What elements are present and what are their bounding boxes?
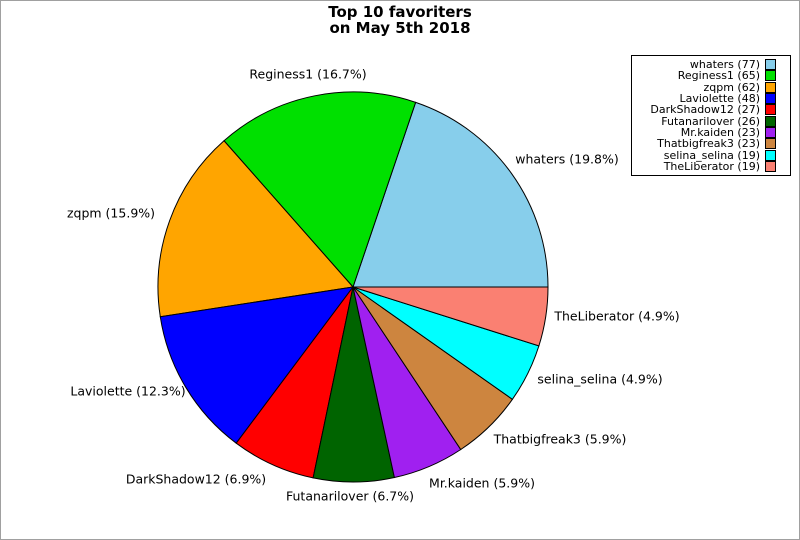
- legend-label-whaters: whaters (77): [689, 58, 760, 72]
- chart-title: Top 10 favoriters on May 5th 2018: [1, 4, 799, 36]
- legend-swatch-Mr.kaiden: [765, 126, 776, 138]
- pie-slice-Laviolette: [159, 286, 355, 444]
- legend-swatch-Reginess1: [765, 70, 776, 82]
- slice-label-DarkShadow12: DarkShadow12 (6.9%): [125, 471, 267, 487]
- slice-label-Thatbigfreak3: Thatbigfreak3 (5.9%): [493, 431, 627, 447]
- legend-row-Mr.kaiden: Mr.kaiden (23): [632, 125, 790, 139]
- legend-row-Laviolette: Laviolette (48): [632, 92, 790, 106]
- legend-label-Futanarilover: Futanarilover (26): [661, 114, 760, 128]
- pie-slice-whaters: [352, 101, 549, 288]
- chart-title-line1: Top 10 favoriters: [328, 3, 472, 21]
- slice-label-Reginess1: Reginess1 (16.7%): [249, 66, 367, 82]
- slice-label-Mr.kaiden: Mr.kaiden (5.9%): [429, 475, 535, 491]
- slice-label-TheLiberator: TheLiberator (4.9%): [554, 308, 680, 324]
- legend-swatch-TheLiberator: [765, 160, 776, 172]
- legend-label-DarkShadow12: DarkShadow12 (27): [650, 103, 760, 117]
- legend-label-Mr.kaiden: Mr.kaiden (23): [680, 125, 760, 139]
- legend-row-TheLiberator: TheLiberator (19): [632, 159, 790, 173]
- pie-slice-TheLiberator: [352, 286, 549, 347]
- legend-swatch-selina_selina: [765, 149, 776, 161]
- legend-label-Reginess1: Reginess1 (65): [677, 69, 760, 83]
- slice-label-Laviolette: Laviolette (12.3%): [70, 383, 186, 399]
- legend-row-Thatbigfreak3: Thatbigfreak3 (23): [632, 137, 790, 151]
- legend-row-zqpm: zqpm (62): [632, 80, 790, 94]
- legend-label-zqpm: zqpm (62): [703, 80, 760, 94]
- legend-label-selina_selina: selina_selina (19): [663, 148, 760, 162]
- slice-label-zqpm: zqpm (15.9%): [66, 205, 156, 221]
- legend-row-Futanarilover: Futanarilover (26): [632, 114, 790, 128]
- legend-row-whaters: whaters (77): [632, 58, 790, 72]
- slice-label-Futanarilover: Futanarilover (6.7%): [285, 488, 415, 504]
- pie-slice-zqpm: [157, 140, 354, 318]
- legend-label-TheLiberator: TheLiberator (19): [663, 159, 760, 173]
- legend-swatch-zqpm: [765, 81, 776, 93]
- slice-label-whaters: whaters (19.8%): [515, 151, 619, 167]
- legend-swatch-Futanarilover: [765, 115, 776, 127]
- legend-row-selina_selina: selina_selina (19): [632, 148, 790, 162]
- legend-swatch-whaters: [765, 59, 776, 71]
- legend: whaters (77) Reginess1 (65) zqpm (62) Lavio…: [631, 55, 791, 176]
- legend-label-Laviolette: Laviolette (48): [679, 92, 760, 106]
- legend-swatch-Thatbigfreak3: [765, 138, 776, 150]
- legend-swatch-Laviolette: [765, 93, 776, 105]
- legend-label-Thatbigfreak3: Thatbigfreak3 (23): [657, 137, 760, 151]
- slice-label-selina_selina: selina_selina (4.9%): [537, 371, 663, 387]
- chart-title-line2: on May 5th 2018: [329, 19, 471, 37]
- legend-row-Reginess1: Reginess1 (65): [632, 69, 790, 83]
- legend-swatch-DarkShadow12: [765, 104, 776, 116]
- pie-slice-Reginess1: [223, 91, 417, 288]
- legend-row-DarkShadow12: DarkShadow12 (27): [632, 103, 790, 117]
